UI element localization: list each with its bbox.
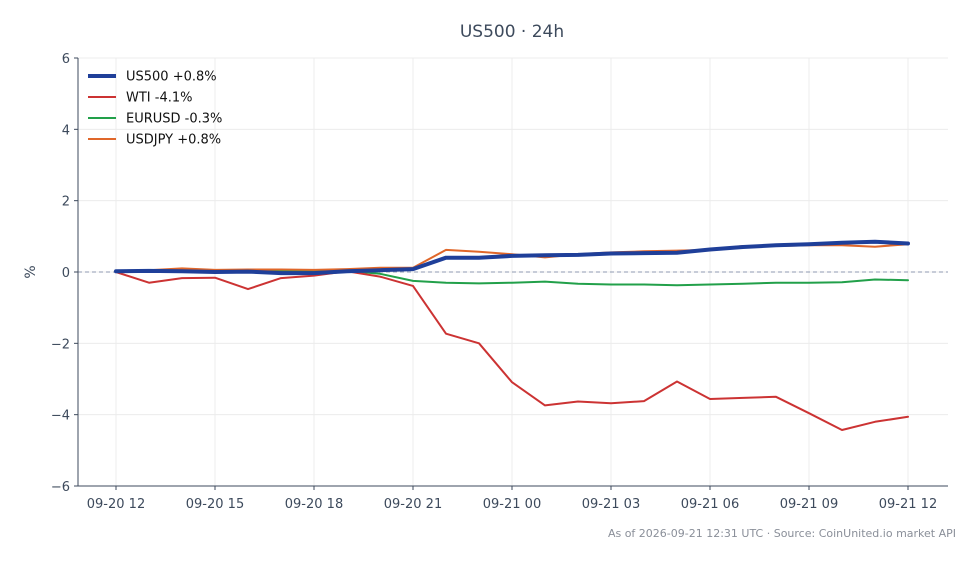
x-tick-label: 09-20 15: [186, 497, 244, 512]
y-tick-label: 4: [62, 123, 70, 138]
y-tick-label: −2: [51, 337, 70, 352]
y-tick-label: 2: [62, 195, 70, 210]
y-tick-label: −6: [51, 480, 70, 495]
x-tick-label: 09-20 21: [384, 497, 442, 512]
series-line: [114, 239, 910, 276]
y-tick-label: 0: [62, 266, 70, 281]
legend-label: WTI -4.1%: [126, 91, 192, 106]
y-axis-ticks: 6 4 2 0 −2 −4 −6: [51, 52, 78, 495]
chart-title: US500 · 24h: [460, 22, 564, 42]
x-axis-ticks: 09-20 12 09-20 15 09-20 18 09-20 21 09-21 00…: [87, 486, 937, 512]
x-tick-label: 09-20 18: [285, 497, 343, 512]
x-tick-label: 09-21 06: [681, 497, 739, 512]
legend-label: EURUSD -0.3%: [126, 112, 222, 127]
legend-label: US500 +0.8%: [126, 70, 217, 85]
series-line: [115, 270, 909, 431]
y-axis-label: %: [23, 265, 39, 278]
series-lines: [114, 239, 910, 431]
source-footer: As of 2026-09-21 12:31 UTC · Source: Coi…: [608, 527, 956, 540]
legend-label: USDJPY +0.8%: [126, 133, 221, 148]
legend: US500 +0.8% WTI -4.1% EURUSD -0.3% USDJPY +…: [88, 70, 222, 148]
x-tick-label: 09-21 09: [780, 497, 838, 512]
y-tick-label: −4: [51, 409, 70, 424]
x-tick-label: 09-21 00: [483, 497, 541, 512]
x-tick-label: 09-21 12: [879, 497, 937, 512]
y-tick-label: 6: [62, 52, 70, 67]
x-tick-label: 09-21 03: [582, 497, 640, 512]
x-tick-label: 09-20 12: [87, 497, 145, 512]
